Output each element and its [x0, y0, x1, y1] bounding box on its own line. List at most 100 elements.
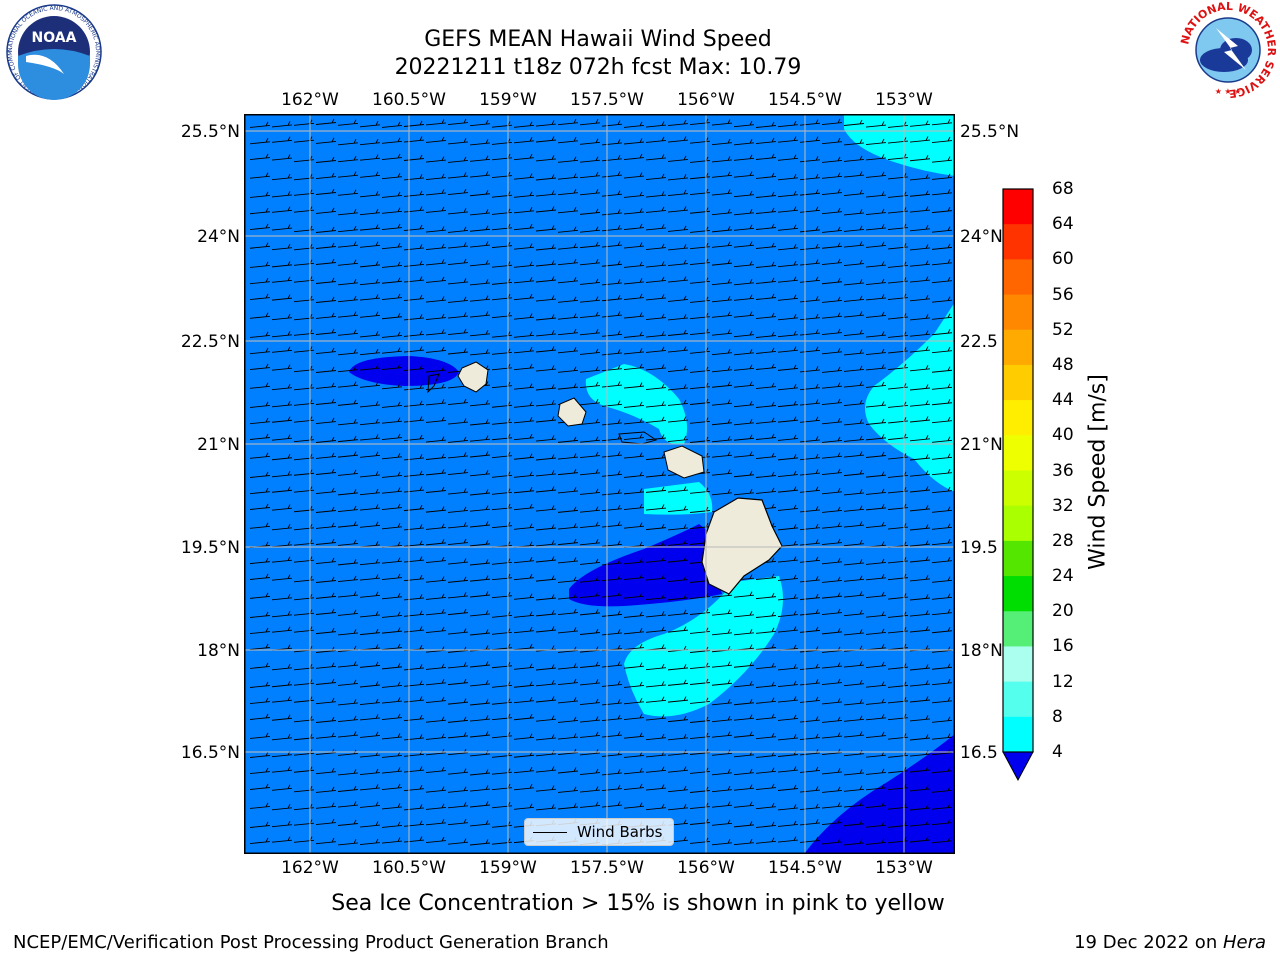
wind-barb: [579, 311, 601, 319]
wind-barb: [821, 226, 843, 233]
wind-barb: [249, 121, 271, 128]
wind-barb: [755, 767, 777, 774]
wind-barb: [733, 451, 755, 458]
colorbar-tick-label: 44: [1052, 390, 1074, 411]
wind-barb: [315, 522, 337, 529]
lat-tick-left: 18°N: [197, 641, 240, 661]
wind-barb: [667, 136, 689, 143]
wind-barb: [799, 766, 821, 773]
wind-barb: [535, 785, 557, 792]
wind-barb: [799, 593, 821, 601]
lon-tick-bottom: 157.5°W: [570, 858, 644, 878]
wind-barb: [535, 225, 557, 232]
wind-barb: [623, 191, 645, 198]
wind-barb: [711, 278, 733, 286]
wind-barb: [821, 592, 843, 599]
wind-8-12-region: [844, 114, 955, 176]
wind-barb: [557, 538, 579, 546]
wind-barb: [909, 294, 931, 302]
wind-barb: [403, 556, 425, 563]
wind-barb: [909, 610, 931, 617]
wind-barb: [359, 154, 381, 161]
wind-barb: [601, 419, 623, 426]
wind-barb: [513, 593, 535, 600]
lon-tick-top: 157.5°W: [570, 90, 644, 110]
wind-barb: [535, 330, 557, 337]
wind-barb: [931, 313, 953, 320]
wind-barb: [843, 521, 865, 528]
wind-barb: [271, 734, 293, 741]
wind-barb: [425, 276, 447, 283]
wind-barb: [337, 279, 359, 286]
wind-barb: [865, 121, 887, 128]
wind-barb: [425, 539, 447, 546]
wind-barb: [271, 471, 293, 478]
wind-barb: [821, 468, 843, 475]
wind-barb: [535, 556, 557, 563]
wind-barb: [931, 678, 953, 686]
wind-barb: [315, 732, 337, 739]
wind-barb: [909, 454, 931, 461]
wind-barb: [249, 471, 271, 478]
wind-barb: [337, 505, 359, 513]
wind-barb: [359, 504, 381, 511]
wind-barb: [733, 801, 755, 808]
wind-barb: [711, 171, 733, 178]
wind-barb: [777, 766, 799, 773]
wind-barb: [601, 241, 623, 248]
wind-barb: [645, 434, 667, 441]
wind-barb: [337, 171, 359, 178]
wind-barb: [469, 241, 491, 248]
wind-barb: [447, 732, 469, 739]
wind-barb: [249, 347, 271, 355]
wind-barb: [733, 400, 755, 408]
wind-barb: [711, 609, 733, 616]
wind-barb: [359, 681, 381, 688]
wind-barb: [623, 418, 645, 425]
wind-barb: [469, 661, 491, 668]
wind-barb: [557, 523, 579, 530]
wind-barb: [931, 346, 953, 354]
wind-barb: [777, 470, 799, 478]
wind-barb: [271, 416, 293, 423]
wind-barb: [403, 120, 425, 127]
wind-barb: [799, 819, 821, 826]
wind-barb: [623, 558, 645, 565]
wind-barb: [777, 574, 799, 581]
wind-barb: [315, 627, 337, 635]
wind-barb: [513, 733, 535, 740]
wind-barb: [447, 558, 469, 565]
wind-barb: [535, 295, 557, 302]
wind-barb: [931, 608, 953, 616]
wind-barb: [535, 190, 557, 197]
colorbar-tick-label: 40: [1052, 425, 1074, 446]
wind-barb: [667, 734, 689, 741]
wind-barb: [909, 174, 931, 181]
wind-barb: [535, 384, 557, 391]
wind-barb: [601, 120, 623, 127]
wind-barb: [249, 627, 271, 635]
sea-ice-note: Sea Ice Concentration > 15% is shown in …: [331, 891, 945, 916]
wind-barb: [799, 803, 821, 811]
wind-barb: [755, 611, 777, 618]
wind-barb: [601, 714, 623, 722]
wind-barb: [249, 433, 271, 440]
wind-barb: [733, 821, 755, 828]
wind-barb: [337, 679, 359, 686]
wind-barb: [821, 628, 843, 635]
wind-barb: [821, 328, 843, 335]
wind-under-4-region: [349, 356, 459, 386]
wind-barb: [337, 539, 359, 546]
wind-barb: [909, 680, 931, 687]
wind-barb: [337, 699, 359, 706]
wind-barb: [469, 119, 491, 127]
wind-barb: [865, 241, 887, 248]
wind-barb: [271, 313, 293, 321]
wind-barb: [645, 243, 667, 251]
wind-barb: [557, 258, 579, 266]
wind-barb: [513, 486, 535, 494]
wind-barb: [535, 435, 557, 442]
wind-barb: [315, 452, 337, 459]
wind-barb: [381, 783, 403, 791]
wind-barb: [931, 786, 953, 793]
